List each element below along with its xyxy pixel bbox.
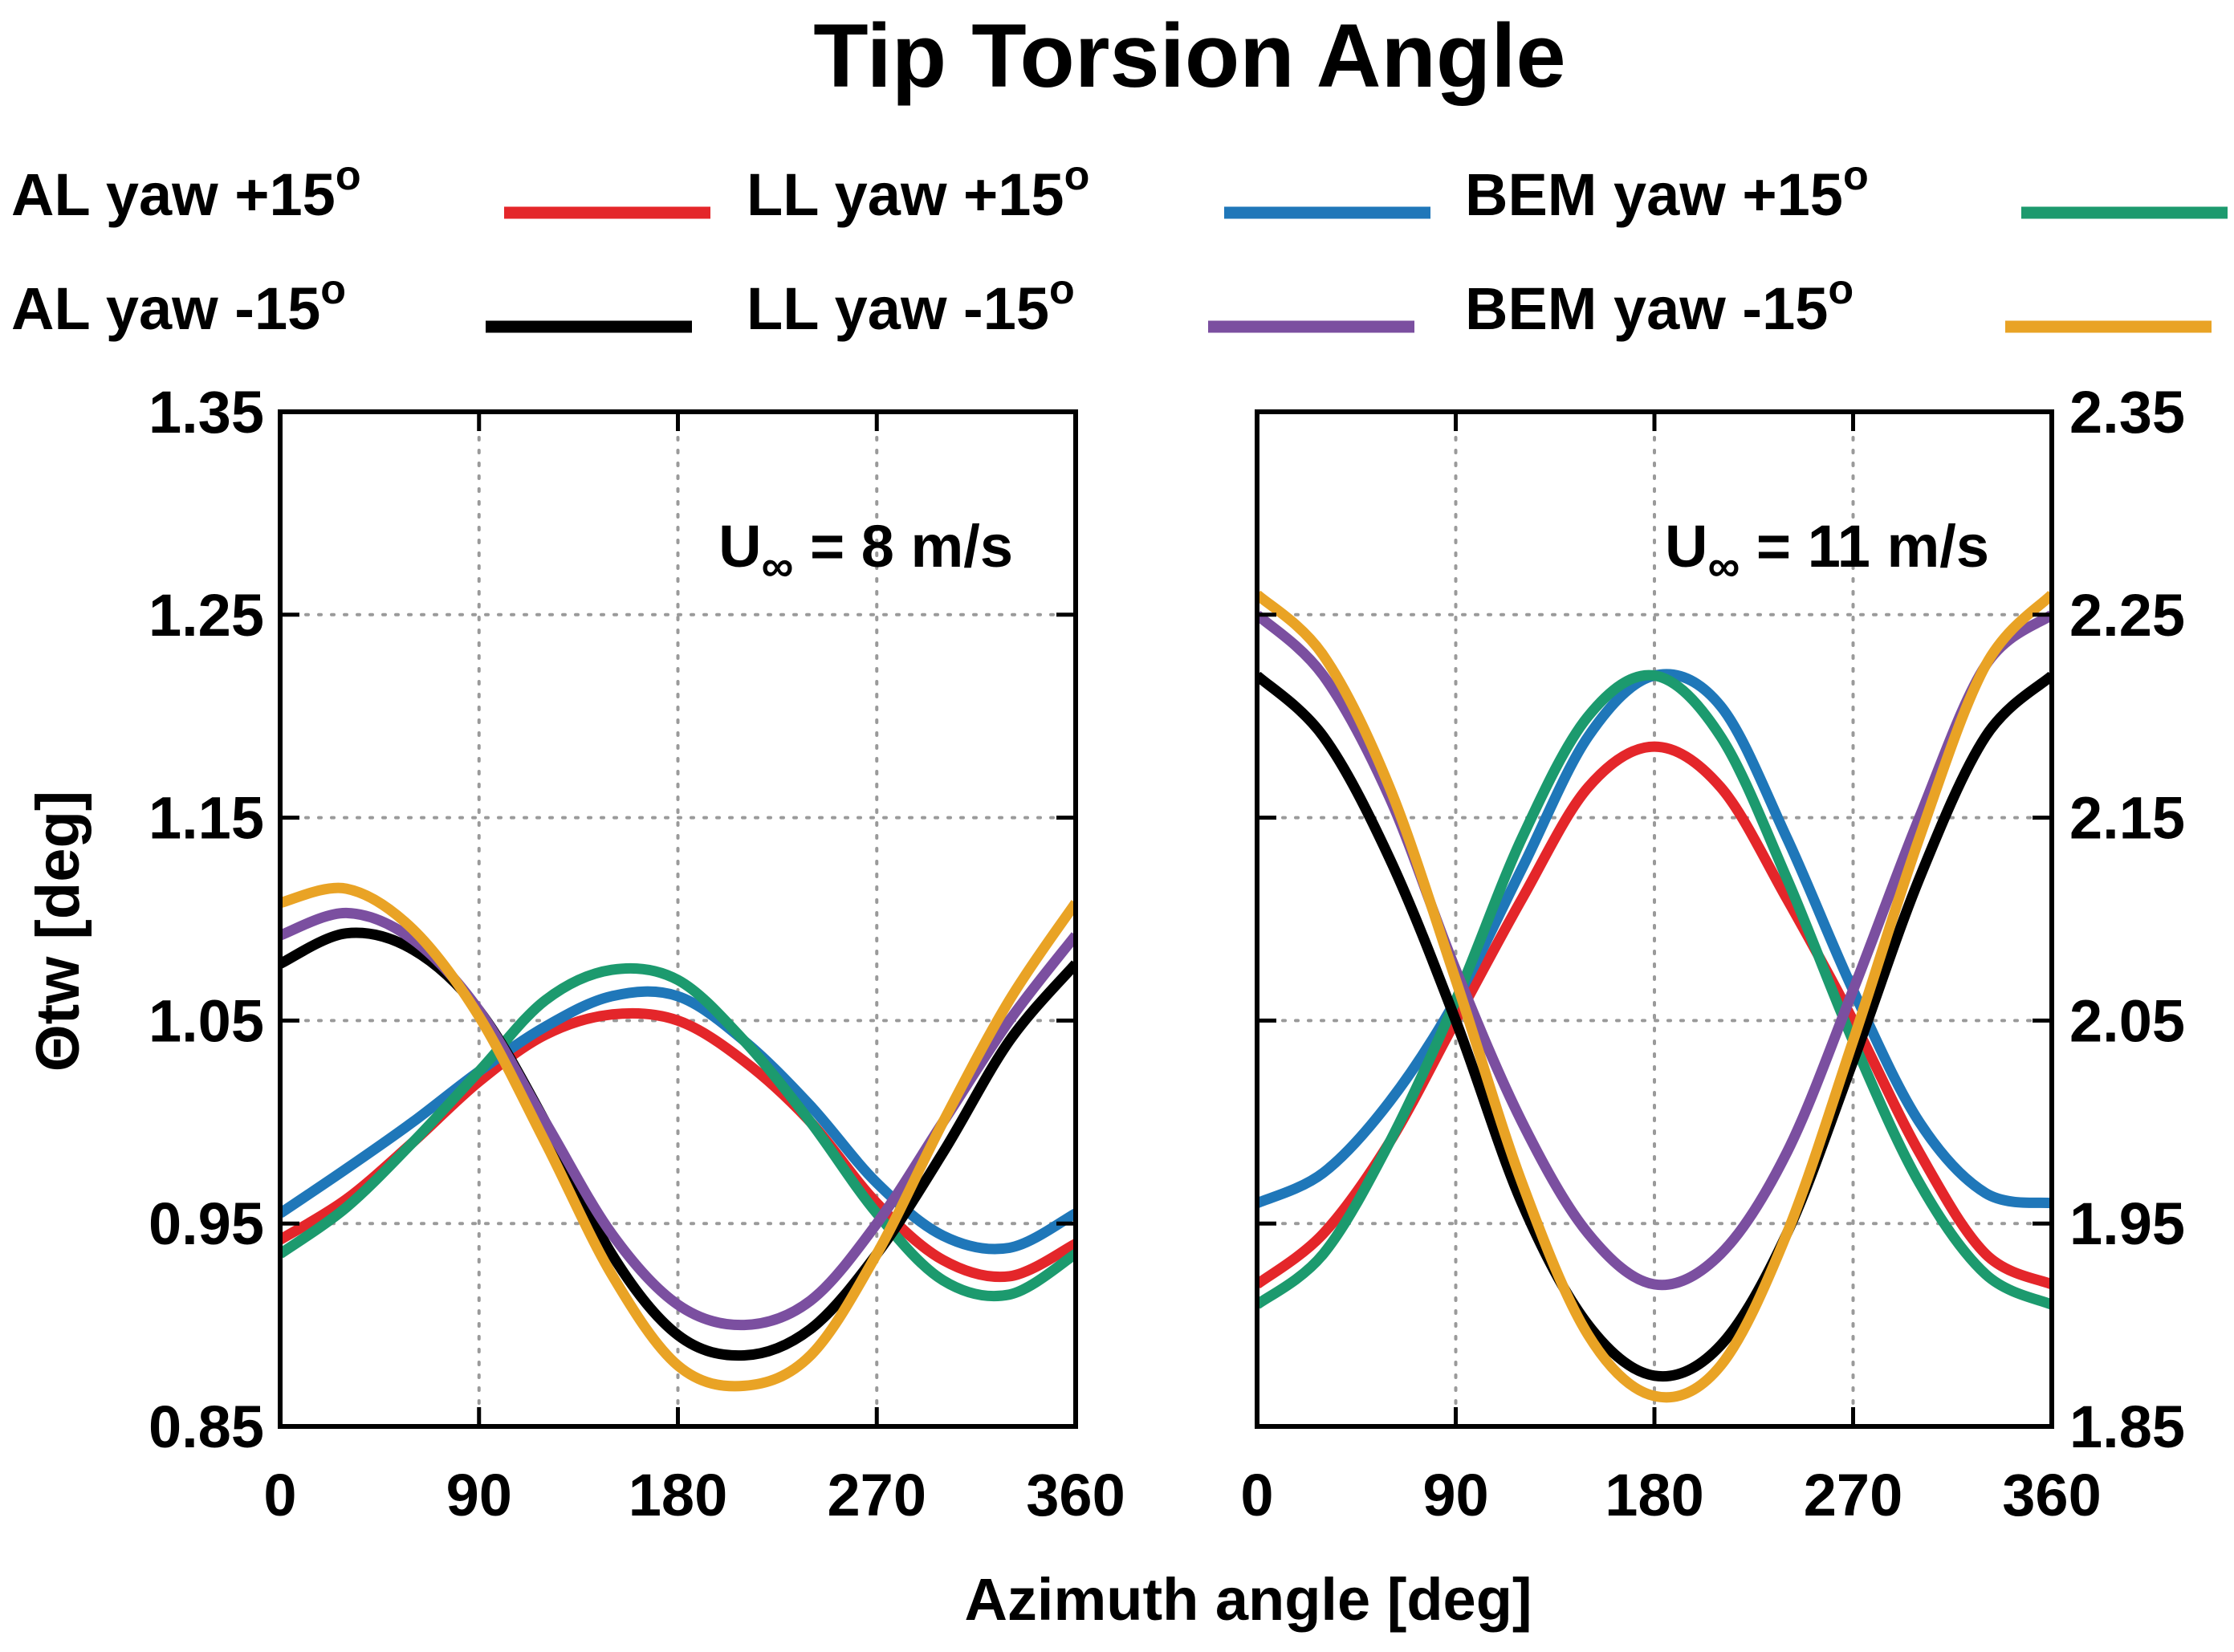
y-tick-label: 0.85	[149, 1394, 264, 1460]
annotation-symbol: U	[1665, 513, 1707, 580]
wind-speed-annotation: U∞ = 11 m/s	[1665, 513, 1989, 591]
x-axis-label: Azimuth angle [deg]	[964, 1566, 1532, 1633]
x-tick-label: 90	[1422, 1462, 1488, 1528]
legend-label-superscript: o	[1049, 267, 1075, 313]
y-tick-label: 1.85	[2069, 1394, 2185, 1460]
annotation-symbol: U	[718, 513, 761, 580]
x-tick-label: 90	[446, 1462, 512, 1528]
x-tick-label: 270	[828, 1462, 926, 1528]
legend-label: LL yaw -15o	[747, 267, 1075, 342]
series-line-ll-p15	[280, 986, 1076, 1255]
series-line-bem-p15	[1257, 669, 2052, 1310]
legend-item-ll-m15: LL yaw -15o	[747, 267, 1414, 342]
legend-label: BEM yaw -15o	[1465, 267, 1854, 342]
x-tick-label: 360	[2002, 1462, 2101, 1528]
y-tick-label: 2.05	[2069, 987, 2185, 1054]
y-tick-label: 1.15	[149, 785, 264, 852]
annotation-subscript: ∞	[1707, 540, 1740, 591]
legend-label-superscript: o	[320, 267, 346, 313]
y-tick-label: 1.05	[149, 987, 264, 1054]
left-panel: 0 90 180 270 360 0.85 0.95 1.05 1.15 1.25 1.35 U∞ =…	[149, 379, 1125, 1528]
x-tick-label: 270	[1804, 1462, 1902, 1528]
x-tick-label: 180	[629, 1462, 727, 1528]
legend-label-superscript: o	[1064, 153, 1090, 199]
annotation-value: = 8 m/s	[793, 513, 1013, 580]
legend-label-superscript: o	[1828, 267, 1854, 313]
series-line-al-m15	[280, 927, 1076, 1361]
y-tick-label: 1.95	[2069, 1190, 2185, 1257]
x-tick-label: 180	[1605, 1462, 1703, 1528]
series-line-bem-p15	[280, 962, 1076, 1302]
x-tick-label: 360	[1026, 1462, 1125, 1528]
legend-item-bem-m15: BEM yaw -15o	[1465, 267, 2212, 342]
series-line-bem-m15	[1257, 590, 2052, 1403]
y-tick-label: 2.25	[2069, 582, 2185, 649]
annotation-subscript: ∞	[762, 540, 794, 591]
legend-item-al-p15: AL yaw +15o	[11, 153, 710, 228]
y-tick-label: 2.35	[2069, 379, 2185, 446]
x-tick-label: 0	[263, 1462, 296, 1528]
series-line-bem-m15	[280, 882, 1076, 1392]
x-tick-label: 0	[1240, 1462, 1273, 1528]
y-axis-label: Θtw [deg]	[24, 791, 92, 1072]
legend-item-bem-p15: BEM yaw +15o	[1465, 153, 2228, 228]
legend-item-al-m15: AL yaw -15o	[11, 267, 692, 342]
legend-item-ll-p15: LL yaw +15o	[747, 153, 1430, 228]
chart-title: Tip Torsion Angle	[813, 6, 1565, 106]
y-tick-label: 1.25	[149, 582, 264, 649]
legend-label-superscript: o	[1843, 153, 1869, 199]
legend-label-superscript: o	[336, 153, 361, 199]
legend-label: AL yaw -15o	[11, 267, 346, 342]
y-tick-label: 2.15	[2069, 785, 2185, 852]
y-tick-label: 1.35	[149, 379, 264, 446]
legend-label: BEM yaw +15o	[1465, 153, 1869, 228]
legend-label: LL yaw +15o	[747, 153, 1089, 228]
wind-speed-annotation: U∞ = 8 m/s	[718, 513, 1013, 591]
annotation-value: = 11 m/s	[1740, 513, 1989, 580]
y-tick-label: 0.95	[149, 1190, 264, 1257]
series-line-al-m15	[1257, 671, 2052, 1382]
legend-label: AL yaw +15o	[11, 153, 361, 228]
legend: AL yaw +15o LL yaw +15o BEM yaw +15o AL yaw…	[11, 153, 2228, 342]
